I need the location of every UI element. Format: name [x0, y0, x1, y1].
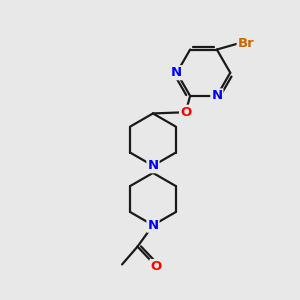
Text: O: O	[180, 106, 191, 119]
Text: N: N	[211, 89, 222, 102]
Text: O: O	[150, 260, 162, 273]
Text: N: N	[147, 219, 158, 232]
Text: N: N	[147, 159, 158, 172]
Text: N: N	[171, 66, 182, 79]
Text: Br: Br	[238, 37, 254, 50]
